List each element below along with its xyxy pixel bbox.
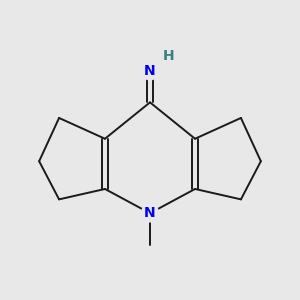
Text: N: N [144,64,156,78]
Text: H: H [163,49,175,63]
Circle shape [141,62,159,80]
Text: N: N [144,206,156,220]
Circle shape [141,205,159,222]
